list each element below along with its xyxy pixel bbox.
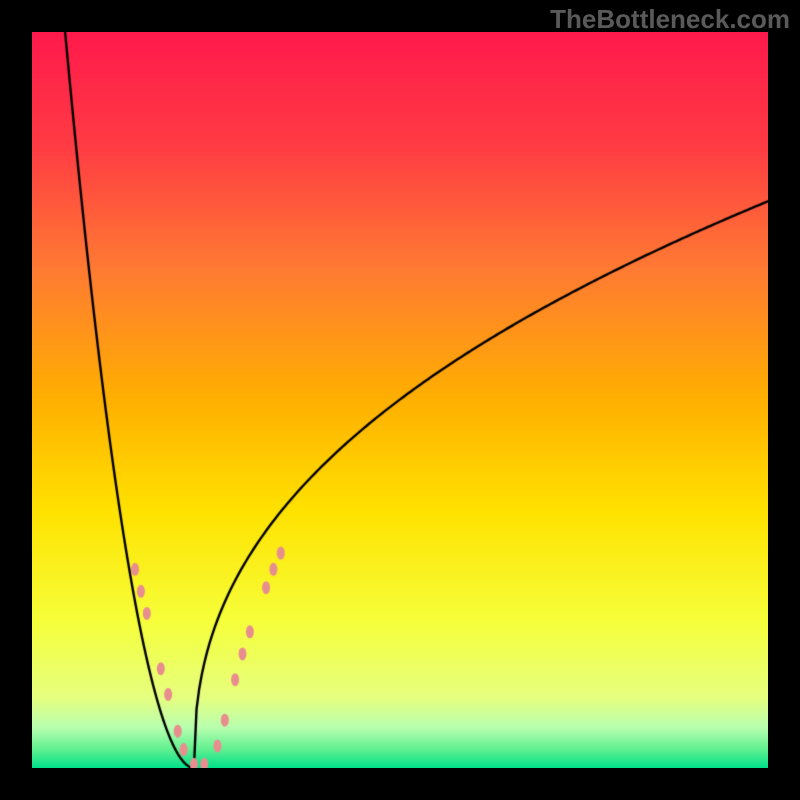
plot-canvas (32, 32, 768, 768)
plot-area (32, 32, 768, 768)
watermark-text: TheBottleneck.com (550, 4, 790, 35)
chart-stage: TheBottleneck.com (0, 0, 800, 800)
